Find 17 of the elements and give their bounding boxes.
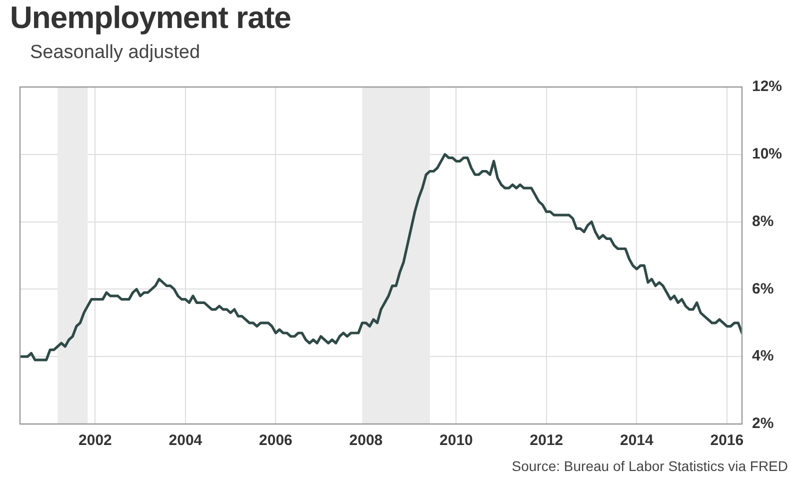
x-tick-label: 2002 [78,432,112,450]
x-tick-label: 2014 [620,432,654,450]
y-tick-label: 10% [752,146,782,163]
y-tick-label: 8% [752,212,774,230]
x-tick-label: 2010 [440,432,473,450]
y-tick-label: 6% [752,280,774,298]
source-note: Source: Bureau of Labor Statistics via FRED [512,458,788,474]
x-tick-label: 2016 [710,432,744,450]
x-tick-label: 2006 [259,432,292,450]
chart-title: Unemployment rate [10,0,291,36]
chart-subtitle: Seasonally adjusted [30,42,200,64]
y-tick-label: 2% [752,415,774,432]
x-tick-label: 2012 [530,432,564,450]
x-tick-label: 2008 [349,432,383,450]
y-tick-label: 4% [752,348,774,365]
x-tick-label: 2004 [168,432,203,450]
y-tick-label: 12% [752,78,782,96]
